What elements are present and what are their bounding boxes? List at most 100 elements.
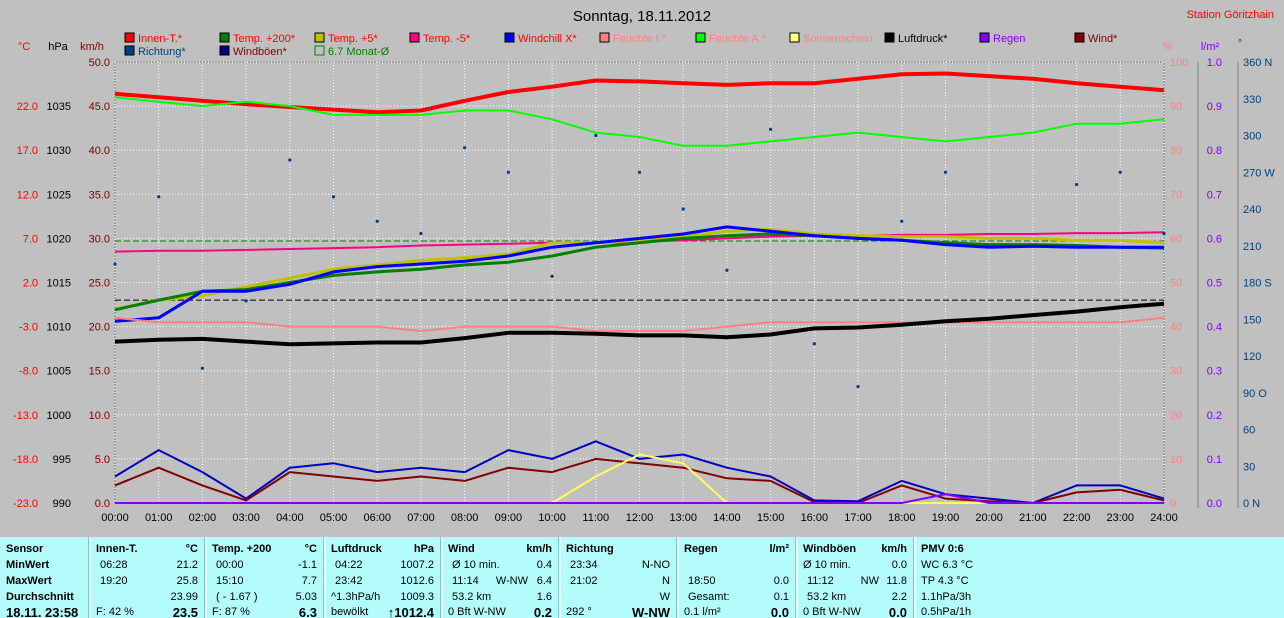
series-line-feuchte-a xyxy=(114,96,1165,147)
stats-innen-min-val: 21.2 xyxy=(176,559,198,571)
wind-tick-label: 15.0 xyxy=(89,366,110,378)
axes: 22.0 17.0 12.0 7.0 2.0 -3.0 -8.0 -13.0 -18.0 -23.… xyxy=(13,57,1275,524)
x-tick-label: 00:00 xyxy=(101,512,129,524)
x-tick-label: 05:00 xyxy=(320,512,348,524)
temp-tick-label: 7.0 xyxy=(23,233,38,245)
direction-point xyxy=(288,158,292,162)
stats-wind-unit: km/h xyxy=(526,543,552,555)
temp-tick-label: -23.0 xyxy=(13,498,38,510)
direction-point xyxy=(594,133,598,138)
stats-regen-header: Regen xyxy=(684,543,718,555)
legend-label: Regen xyxy=(993,33,1025,45)
stats-wind-bft: 0 Bft W-NW xyxy=(448,606,506,618)
stats-luftdruck-unit: hPa xyxy=(413,543,434,555)
legend-swatch xyxy=(504,32,515,43)
pressure-tick-label: 1000 xyxy=(47,410,71,422)
x-tick-label: 14:00 xyxy=(713,512,741,524)
legend-swatch xyxy=(219,45,230,56)
stats-luftdruck-header: Luftdruck xyxy=(331,543,382,555)
wind-tick-label: 40.0 xyxy=(89,145,110,157)
stats-richtung-degree: 292 ° xyxy=(566,606,592,618)
statistics-panel: Sensor MinWert MaxWert Durchschnitt 18.1… xyxy=(0,537,1284,618)
direction-point xyxy=(637,170,642,174)
direction-point xyxy=(375,219,379,223)
x-tick-label: 08:00 xyxy=(451,512,479,524)
x-tick-label: 07:00 xyxy=(407,512,435,524)
humidity-tick-label: 40 xyxy=(1170,322,1182,334)
stats-luftdruck-max-time: 23:42 xyxy=(335,575,363,587)
stats-pmv-trend1h: 0.5hPa/1h xyxy=(921,606,972,618)
stats-regen-total-val: 0.1 xyxy=(773,591,789,603)
stats-windboeen-header: Windböen xyxy=(803,543,857,555)
series-line-temp-5 xyxy=(114,228,1165,311)
legend-label: Temp. +200* xyxy=(233,33,296,45)
stats-wind-max-dir: W-NW xyxy=(495,575,528,587)
rain-tick-label: 0.3 xyxy=(1207,366,1222,378)
legend-label: Wind* xyxy=(1088,33,1118,45)
temp-unit-label: °C xyxy=(18,41,30,53)
stats-richtung-current: W-NW xyxy=(632,605,670,618)
rain-tick-label: 0.6 xyxy=(1207,233,1222,245)
direction-tick-label: 120 xyxy=(1243,351,1261,363)
wind-tick-label: 35.0 xyxy=(89,189,110,201)
pressure-tick-label: 995 xyxy=(53,454,71,466)
temp-tick-label: 22.0 xyxy=(17,101,38,113)
rain-tick-label: 0.7 xyxy=(1207,189,1222,201)
direction-tick-label: 0 N xyxy=(1243,498,1260,510)
wind-tick-label: 45.0 xyxy=(89,101,110,113)
legend-label: Temp. -5* xyxy=(423,33,471,45)
series-line-regen xyxy=(115,493,1164,504)
legend-label: 6.7 Monat-Ø xyxy=(328,46,390,58)
humidity-tick-label: 0 xyxy=(1170,498,1176,510)
direction-tick-label: 60 xyxy=(1243,425,1255,437)
humidity-tick-label: 60 xyxy=(1170,233,1182,245)
direction-point xyxy=(1162,231,1166,236)
stats-luftdruck-forecast: bewölkt xyxy=(331,606,369,618)
stats-regen-total-label: Gesamt: xyxy=(688,591,730,603)
legend-label: Windchill X* xyxy=(518,33,577,45)
stats-temp200-max-val: 7.7 xyxy=(301,575,317,587)
direction-point xyxy=(157,195,161,199)
x-tick-label: 19:00 xyxy=(932,512,960,524)
stats-pmv-dewpoint: TP 4.3 °C xyxy=(921,575,969,587)
stats-temp200-max-time: 15:10 xyxy=(216,575,244,587)
stats-richtung-header: Richtung xyxy=(566,543,614,555)
direction-tick-label: 300 xyxy=(1243,131,1261,143)
stats-richtung-dir2: N xyxy=(662,575,670,587)
series-line-luftdruck xyxy=(114,301,1165,347)
legend-label: Luftdruck* xyxy=(898,33,948,45)
stats-regen-amount: 0.1 l/m² xyxy=(684,606,721,618)
legend-swatch xyxy=(599,32,610,43)
series-line-windchill-x xyxy=(114,225,1164,323)
stats-wind-mean-val: 1.6 xyxy=(536,591,552,603)
direction-point xyxy=(681,207,685,211)
rain-tick-label: 0.5 xyxy=(1207,278,1222,290)
direction-point xyxy=(900,219,904,223)
pressure-tick-label: 1015 xyxy=(47,278,71,290)
legend-swatch xyxy=(979,32,990,43)
stats-innen-humidity: F: 42 % xyxy=(96,606,134,618)
rain-unit-label: l/m² xyxy=(1201,41,1220,53)
direction-point xyxy=(550,274,554,278)
stats-col-pmv: PMV 0:6 WC 6.3 °C TP 4.3 °C 1.1hPa/3h 0.… xyxy=(915,537,1035,618)
stats-wind-distance: 53.2 km xyxy=(452,591,492,603)
x-tick-label: 09:00 xyxy=(495,512,523,524)
stats-wind-header: Wind xyxy=(448,543,475,555)
direction-point xyxy=(1074,182,1079,187)
direction-point xyxy=(812,342,816,346)
stats-windboeen-max-val: 11.8 xyxy=(886,575,907,587)
direction-tick-label: 360 N xyxy=(1243,57,1272,69)
stats-avg-label: Durchschnitt xyxy=(6,591,74,603)
wind-tick-label: 20.0 xyxy=(89,322,110,334)
stats-innen-current: 23.5 xyxy=(172,605,198,618)
stats-wind-max-val: 6.4 xyxy=(536,575,552,587)
humidity-tick-label: 30 xyxy=(1170,366,1182,378)
humidity-tick-label: 80 xyxy=(1170,145,1182,157)
stats-luftdruck-trend: ^1.3hPa/h xyxy=(331,591,381,603)
humidity-tick-label: 90 xyxy=(1170,101,1182,113)
legend-label: Sonnenschein xyxy=(803,33,873,45)
direction-point xyxy=(331,195,336,199)
stats-regen-unit: l/m² xyxy=(769,543,789,555)
stats-windboeen-current: 0.0 xyxy=(888,605,907,618)
legend-swatch xyxy=(789,32,800,43)
